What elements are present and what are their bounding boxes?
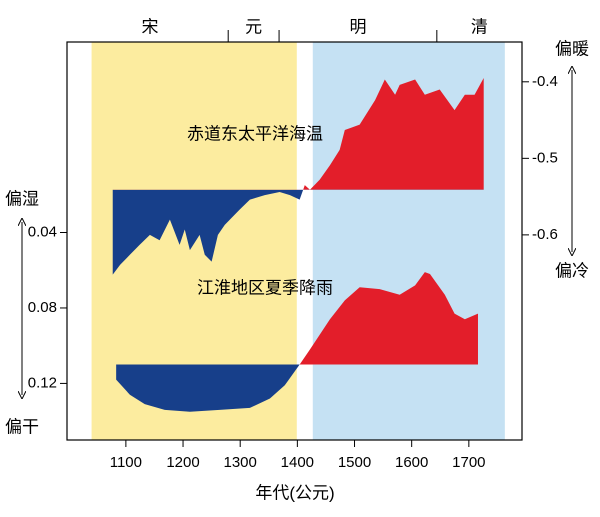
area-layer — [112, 77, 484, 412]
area-below — [112, 189, 304, 275]
y2-top-label: 偏暖 — [555, 39, 589, 58]
y-tick-label: 0.12 — [28, 374, 57, 391]
area-above — [112, 77, 484, 190]
dynasty-label: 宋 — [142, 17, 159, 36]
x-tick-label: 1500 — [338, 454, 371, 471]
y-top-label: 偏湿 — [5, 189, 39, 208]
x-tick-label: 1100 — [110, 454, 142, 471]
y-tick-label: 0.08 — [28, 299, 57, 316]
area-above — [299, 272, 478, 365]
x-tick-label: 1300 — [224, 454, 257, 471]
dynasty-label: 清 — [471, 17, 488, 36]
y2-tick-label: -0.6 — [532, 226, 558, 243]
dynasty-label: 明 — [349, 17, 366, 36]
y-bottom-label: 偏干 — [5, 417, 39, 436]
y2-tick-label: -0.5 — [532, 149, 558, 166]
y2-bottom-label: 偏冷 — [555, 261, 589, 280]
x-tick-label: 1200 — [166, 454, 199, 471]
series-label: 赤道东太平洋海温 — [187, 124, 323, 143]
x-axis-label: 年代(公元) — [255, 483, 334, 502]
area-below — [116, 364, 478, 412]
series-label: 江淮地区夏季降雨 — [197, 278, 333, 297]
x-tick-label: 1400 — [281, 454, 314, 471]
x-tick-label: 1600 — [395, 454, 428, 471]
y2-tick-label: -0.4 — [532, 73, 558, 90]
x-tick-label: 1700 — [452, 454, 485, 471]
plot-frame — [66, 41, 523, 441]
dynasty-label: 元 — [245, 17, 262, 36]
y-tick-label: 0.04 — [28, 223, 57, 240]
